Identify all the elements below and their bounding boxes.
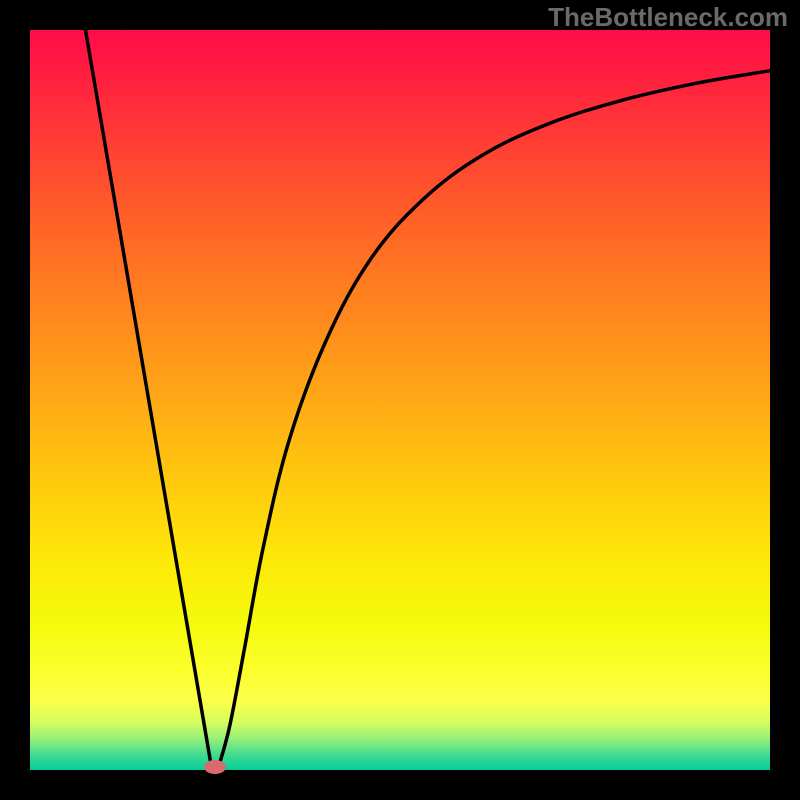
minimum-marker xyxy=(204,760,226,774)
watermark-text: TheBottleneck.com xyxy=(548,2,788,33)
plot-area xyxy=(30,30,770,770)
figure-container: TheBottleneck.com xyxy=(0,0,800,800)
